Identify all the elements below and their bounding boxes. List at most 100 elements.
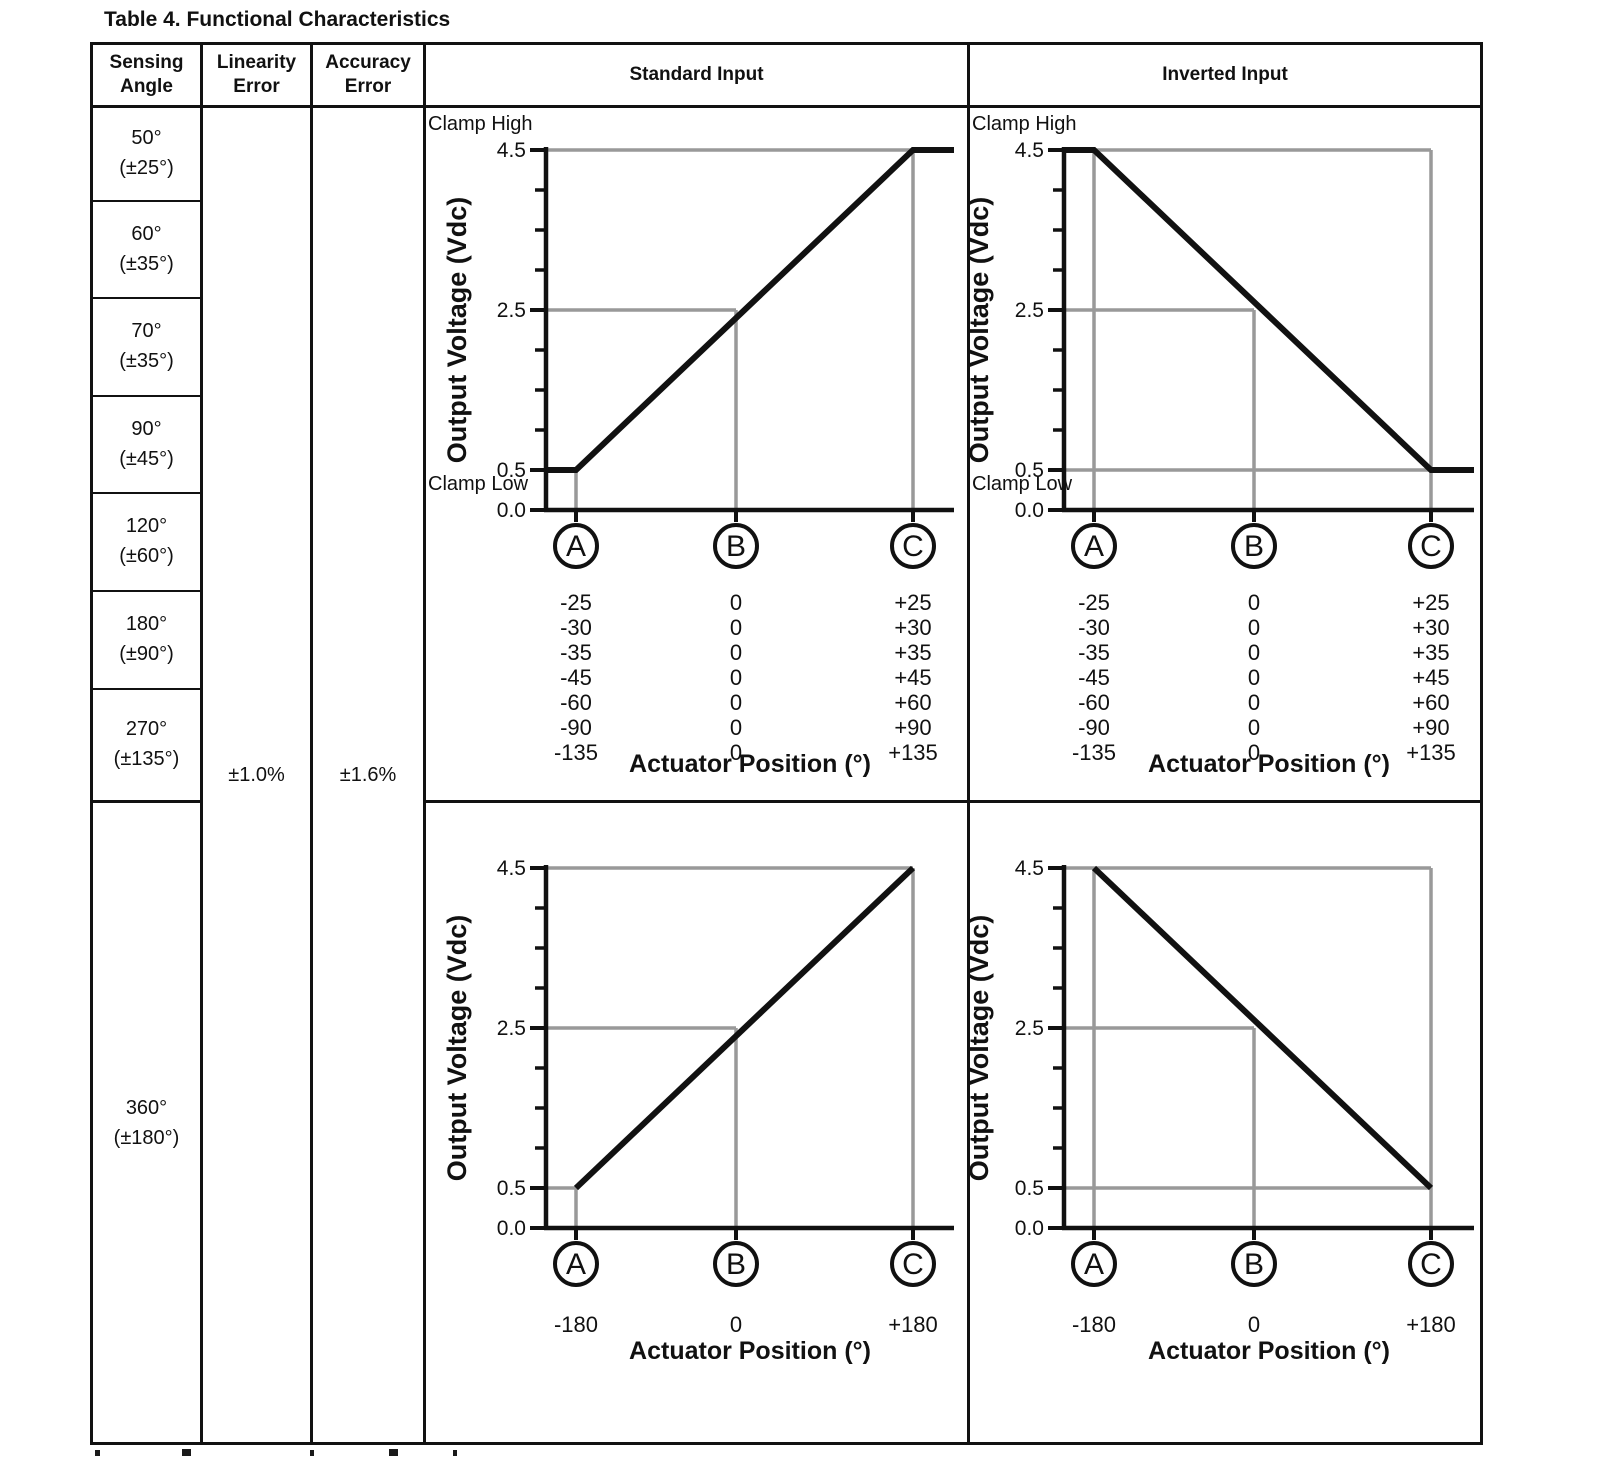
svg-text:0: 0 [1248, 590, 1260, 615]
svg-text:0.5: 0.5 [497, 459, 526, 482]
svg-text:-30: -30 [1078, 615, 1110, 640]
sensing-angle-cell: 50° (±25°) [93, 105, 200, 200]
sensing-angle-value: 70° [131, 320, 162, 342]
svg-text:A: A [1084, 1248, 1104, 1281]
svg-text:0.5: 0.5 [1015, 1177, 1044, 1200]
sensing-angle-tolerance: (±60°) [119, 545, 174, 567]
svg-text:-90: -90 [1078, 715, 1110, 740]
svg-text:0.0: 0.0 [497, 499, 526, 522]
row-divider [93, 297, 203, 299]
svg-text:0: 0 [1248, 665, 1260, 690]
sensing-angle-value: 90° [131, 417, 162, 440]
svg-text:0.0: 0.0 [497, 1217, 526, 1240]
svg-text:0: 0 [730, 740, 742, 765]
svg-text:-60: -60 [1078, 690, 1110, 715]
sensing-angle-cell: 270° (±135°) [93, 688, 200, 800]
svg-text:0: 0 [730, 590, 742, 615]
svg-text:C: C [902, 530, 924, 563]
row-divider [93, 395, 203, 397]
sensing-angle-value: 360° [125, 1096, 168, 1119]
svg-text:C: C [1420, 530, 1442, 563]
column-divider [967, 45, 970, 1442]
svg-text:+45: +45 [894, 665, 931, 690]
svg-text:+180: +180 [1406, 1312, 1456, 1337]
svg-text:Actuator Position (°): Actuator Position (°) [1148, 750, 1390, 778]
svg-text:-30: -30 [560, 615, 592, 640]
svg-text:+35: +35 [894, 640, 931, 665]
sensing-angle-cell: 360° (±180°) [93, 803, 200, 1442]
svg-text:+25: +25 [894, 590, 931, 615]
svg-text:Clamp Low: Clamp Low [972, 473, 1073, 495]
sensing-angle-cell: 60° (±35°) [93, 200, 200, 297]
svg-text:+135: +135 [888, 740, 938, 765]
svg-text:Actuator Position (°): Actuator Position (°) [629, 1337, 871, 1365]
sensing-angle-cell: 70° (±35°) [93, 297, 200, 395]
sensing-angle-tolerance: (±35°) [119, 350, 174, 372]
svg-text:4.5: 4.5 [497, 857, 526, 880]
header-inverted-input: Inverted Input [1162, 64, 1288, 86]
sensing-angle-tolerance: (±25°) [119, 156, 174, 179]
functional-characteristics-table: Sensing Angle Linearity Error Accuracy E… [90, 42, 1483, 1445]
svg-text:-90: -90 [560, 715, 592, 740]
sensing-angle-tolerance: (±180°) [113, 1126, 180, 1149]
svg-text:+45: +45 [1412, 665, 1449, 690]
sensing-angle-cell: 180° (±90°) [93, 590, 200, 688]
svg-text:-135: -135 [1072, 740, 1116, 765]
chart-inverted-input-360: 4.5 2.5 0.5 0.0 A -180 B 0 C +180 Actuator Positio… [970, 803, 1480, 1442]
svg-text:0: 0 [1248, 640, 1260, 665]
sensing-angle-cell: 120° (±60°) [93, 492, 200, 590]
svg-text:-45: -45 [1078, 665, 1110, 690]
sensing-angle-tolerance: (±35°) [119, 252, 174, 275]
svg-text:Clamp Low: Clamp Low [428, 473, 529, 495]
sensing-angle-value: 50° [131, 126, 162, 149]
svg-text:C: C [1420, 1248, 1442, 1281]
header-standard-input: Standard Input [629, 64, 764, 86]
svg-text:-35: -35 [560, 640, 592, 665]
svg-text:C: C [902, 1248, 924, 1281]
svg-text:0: 0 [1248, 715, 1260, 740]
svg-text:Output Voltage (Vdc): Output Voltage (Vdc) [442, 197, 472, 463]
svg-text:0: 0 [1248, 740, 1260, 765]
svg-text:4.5: 4.5 [1015, 139, 1044, 162]
svg-text:+90: +90 [1412, 715, 1449, 740]
sensing-angle-value: 270° [125, 718, 168, 740]
table-title: Table 4. Functional Characteristics [104, 8, 451, 31]
svg-text:0: 0 [730, 640, 742, 665]
svg-text:+60: +60 [894, 690, 931, 715]
row-divider [93, 105, 1480, 108]
svg-text:+25: +25 [1412, 590, 1449, 615]
svg-text:0: 0 [1248, 1312, 1260, 1337]
sensing-angle-value: 180° [125, 613, 168, 635]
svg-text:+135: +135 [1406, 740, 1456, 765]
svg-text:0: 0 [730, 1312, 742, 1337]
svg-text:Output Voltage (Vdc): Output Voltage (Vdc) [970, 197, 994, 463]
sensing-angle-tolerance: (±45°) [119, 447, 174, 470]
svg-text:-135: -135 [554, 740, 598, 765]
standard-input-multi-range-svg: 4.5 2.5 0.5 0.0 Clamp High Clamp Low A -25-30-3… [428, 113, 954, 778]
svg-text:0.0: 0.0 [1015, 1217, 1044, 1240]
svg-text:0: 0 [730, 665, 742, 690]
row-divider [93, 492, 203, 494]
svg-text:Actuator Position (°): Actuator Position (°) [1148, 1337, 1390, 1365]
svg-text:Actuator Position (°): Actuator Position (°) [629, 750, 871, 778]
column-divider [310, 45, 313, 1442]
inverted-input-360-svg: 4.5 2.5 0.5 0.0 A -180 B 0 C +180 Actuator Positio… [970, 857, 1474, 1365]
svg-text:0: 0 [1248, 615, 1260, 640]
svg-text:0.5: 0.5 [497, 1177, 526, 1200]
svg-text:+30: +30 [1412, 615, 1449, 640]
svg-text:+90: +90 [894, 715, 931, 740]
chart-inverted-input-multi: 4.5 2.5 0.5 0.0 Clamp High Clamp Low A -25 -30 -3… [970, 108, 1480, 800]
column-divider [200, 45, 203, 1442]
accuracy-error-value: ±1.6% [339, 763, 397, 786]
svg-text:+35: +35 [1412, 640, 1449, 665]
svg-text:+180: +180 [888, 1312, 938, 1337]
svg-text:0: 0 [730, 690, 742, 715]
header-sensing-angle: Sensing Angle [109, 52, 184, 97]
svg-text:-45: -45 [560, 665, 592, 690]
svg-text:-180: -180 [1072, 1312, 1116, 1337]
svg-text:-35: -35 [1078, 640, 1110, 665]
svg-text:+60: +60 [1412, 690, 1449, 715]
chart-standard-input-360: 4.5 2.5 0.5 0.0 A -180 B 0 C +180 Actuator Positio… [426, 803, 967, 1442]
header-accuracy-error: Accuracy Error [325, 52, 411, 97]
